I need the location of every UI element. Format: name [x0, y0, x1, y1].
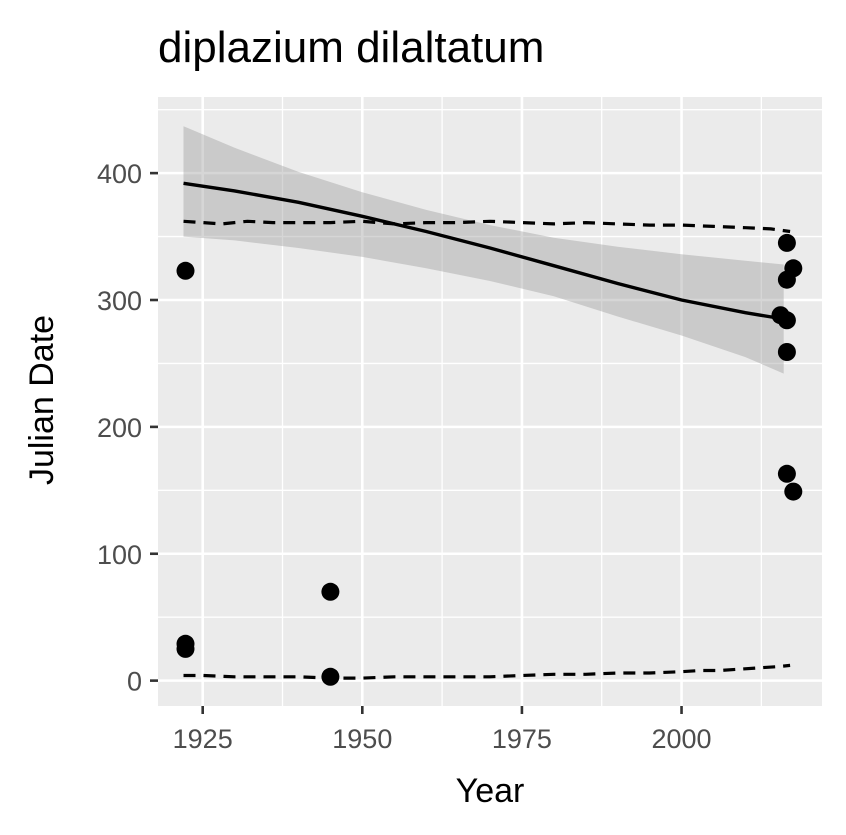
- data-point: [784, 482, 803, 501]
- y-tick-label: 100: [97, 540, 142, 570]
- data-point: [321, 667, 340, 686]
- y-tick-label: 200: [97, 413, 142, 443]
- x-axis: 1925 1950 1975 2000: [173, 706, 712, 754]
- data-point: [321, 582, 340, 601]
- y-axis-title: Julian Date: [23, 315, 61, 485]
- data-point: [176, 639, 195, 658]
- y-tick-label: 0: [127, 667, 142, 697]
- data-point: [777, 343, 796, 361]
- confidence-band: [183, 126, 784, 374]
- x-tick-label: 2000: [651, 724, 711, 754]
- data-points: [176, 233, 803, 686]
- grid-major: [158, 97, 822, 706]
- y-tick-label: 400: [97, 159, 142, 189]
- quantile-upper-line: [183, 219, 791, 234]
- data-point: [784, 259, 803, 278]
- y-axis: 0 100 200 300 400: [97, 159, 158, 697]
- chart-title: diplazium dilaltatum: [158, 23, 544, 72]
- data-point: [777, 311, 796, 330]
- y-tick-label: 300: [97, 286, 142, 316]
- data-point: [176, 261, 195, 280]
- quantile-lower-line: [183, 663, 791, 680]
- x-tick-label: 1925: [173, 724, 233, 754]
- x-tick-label: 1975: [492, 724, 552, 754]
- data-point: [777, 464, 796, 483]
- x-axis-title: Year: [456, 772, 525, 810]
- x-tick-label: 1950: [332, 724, 392, 754]
- trend-line: [183, 181, 784, 321]
- data-point: [777, 233, 796, 252]
